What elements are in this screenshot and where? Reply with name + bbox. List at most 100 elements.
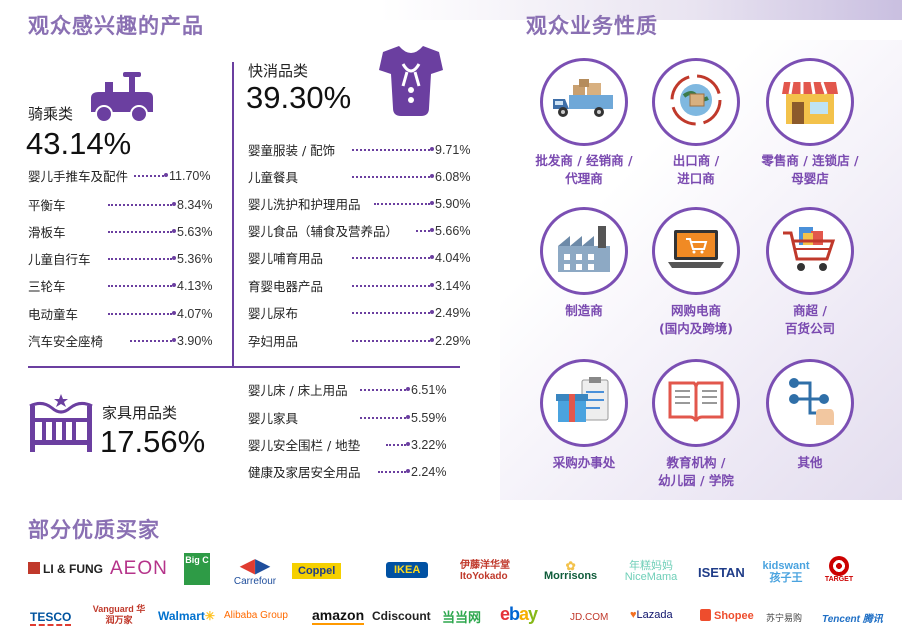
caption-line-1: 其他 (797, 455, 823, 470)
furniture-row-label: 婴儿家具 (248, 411, 299, 426)
logo-amazon: amazon (312, 607, 365, 625)
fmcg-row-value: 9.71% (435, 142, 471, 157)
rides-row: 婴儿手推车及配件 11.70% (28, 166, 210, 185)
baby-onesie-icon (377, 44, 445, 120)
rides-row-value: 5.63% (177, 224, 213, 239)
logo-nicemama: 年糕妈妈 NiceMama (624, 560, 678, 583)
fmcg-row: 育婴电器产品 3.14% (248, 276, 470, 295)
fmcg-row: 婴儿洗护和护理用品 5.90% (248, 194, 470, 213)
logo-jd: JD.COM (570, 612, 609, 623)
logo-ito-yokado: 伊藤洋华堂 ItoYokado (460, 560, 510, 582)
business-item-ecommerce (652, 207, 740, 295)
caption-line-2: 进口商 (677, 171, 715, 186)
logo-kidswant: kidswant 孩子王 (762, 560, 810, 584)
fmcg-category-name: 快消品类 (248, 62, 309, 80)
rides-row: 儿童自行车 5.36% (28, 249, 212, 268)
business-caption: 制造商 (524, 302, 644, 320)
crib-icon (28, 392, 94, 454)
logo-walmart: Walmart✳ (158, 609, 215, 623)
furniture-row: 婴儿安全围栏 / 地垫 3.22% (248, 435, 446, 454)
fmcg-row-label: 婴儿食品（辅食及营养品） (248, 224, 399, 239)
logo-ikea: IKEA (386, 562, 429, 578)
business-section-title: 观众业务性质 (526, 14, 658, 38)
logo-dangdang: 当当网 (442, 610, 482, 625)
rides-row-label: 婴儿手推车及配件 (28, 169, 129, 184)
fmcg-row-value: 4.04% (435, 250, 471, 265)
fmcg-row: 儿童餐具 6.08% (248, 167, 470, 186)
logo-aeon: AEON (110, 558, 168, 579)
furniture-row-value: 6.51% (411, 382, 447, 397)
laptop-cart-icon (666, 226, 726, 276)
background-band-top (380, 0, 902, 20)
globe-box-icon (666, 70, 726, 134)
rides-row-value: 11.70% (169, 168, 211, 183)
business-caption: 教育机构 / 幼儿园 / 学院 (636, 454, 756, 490)
rides-row: 三轮车 4.13% (28, 276, 212, 295)
fmcg-row-value: 2.49% (435, 305, 471, 320)
buyers-section-title: 部分优质买家 (28, 518, 160, 542)
network-hand-icon (782, 373, 838, 433)
rides-row-label: 儿童自行车 (28, 252, 91, 267)
caption-line-1: 制造商 (565, 303, 603, 318)
business-caption: 批发商 / 经销商 / 代理商 (524, 152, 644, 188)
caption-line-2: 代理商 (565, 171, 603, 186)
fmcg-row-value: 3.14% (435, 278, 471, 293)
fmcg-row-label: 婴儿尿布 (248, 306, 299, 321)
caption-line-1: 网购电商 (670, 303, 721, 318)
logo-shopee: Shopee (700, 609, 754, 622)
logo-vanguard: Vanguard 华润万家 (92, 604, 146, 625)
furniture-row-label: 婴儿床 / 床上用品 (248, 383, 348, 398)
logo-coppel: Coppel (292, 563, 342, 579)
caption-line-1: 出口商 / (672, 153, 720, 168)
fmcg-row-label: 婴儿哺育用品 (248, 251, 324, 266)
caption-line-1: 零售商 / 连锁店 / (761, 153, 859, 168)
business-caption: 网购电商 (国内及跨境) (636, 302, 756, 338)
business-caption: 零售商 / 连锁店 / 母婴店 (750, 152, 870, 188)
shopping-cart-icon (781, 223, 839, 279)
caption-line-1: 教育机构 / (666, 455, 726, 470)
rides-row-label: 电动童车 (28, 307, 79, 322)
caption-line-2: 母婴店 (791, 171, 829, 186)
business-item-education (652, 359, 740, 447)
business-caption: 商超 / 百货公司 (750, 302, 870, 338)
business-item-purchasing-office (540, 359, 628, 447)
rides-row-value: 8.34% (177, 197, 213, 212)
fmcg-row: 孕妇用品 2.29% (248, 331, 470, 350)
fmcg-row-label: 孕妇用品 (248, 334, 299, 349)
logo-cdiscount: Cdiscount (372, 609, 431, 623)
products-section-title: 观众感兴趣的产品 (28, 14, 204, 38)
business-caption: 采购办事处 (524, 454, 644, 472)
rides-row-label: 滑板车 (28, 225, 66, 240)
logo-isetan: ISETAN (698, 565, 745, 580)
furniture-row-value: 3.22% (411, 437, 447, 452)
caption-line-1: 采购办事处 (552, 455, 616, 470)
truck-icon (551, 79, 617, 125)
caption-line-1: 批发商 / 经销商 / (535, 153, 633, 168)
logo-alibaba: Alibaba Group (224, 610, 288, 621)
business-item-others (766, 359, 854, 447)
caption-line-2: 幼儿园 / 学院 (658, 473, 734, 488)
logo-ebay: ebay (500, 604, 538, 624)
horizontal-divider (28, 366, 460, 368)
furniture-row-label: 婴儿安全围栏 / 地垫 (248, 438, 361, 453)
logo-tencent: Tencent 腾讯 (822, 614, 883, 625)
furniture-row: 婴儿床 / 床上用品 6.51% (248, 380, 446, 399)
logo-tesco: TESCO (30, 610, 72, 626)
caption-line-1: 商超 / (793, 303, 827, 318)
logo-lazada: ♥Lazada (630, 609, 673, 621)
gift-clipboard-icon (554, 376, 614, 430)
rides-category-name: 骑乘类 (28, 105, 74, 123)
rides-row-value: 3.90% (177, 333, 213, 348)
rides-row-label: 汽车安全座椅 (28, 334, 104, 349)
fmcg-row-value: 5.90% (435, 196, 471, 211)
furniture-row-label: 健康及家居安全用品 (248, 465, 361, 480)
fmcg-row: 婴儿食品（辅食及营养品） 5.66% (248, 221, 470, 240)
rides-row: 电动童车 4.07% (28, 304, 212, 323)
rides-row: 滑板车 5.63% (28, 222, 212, 241)
fmcg-row: 婴童服装 / 配饰 9.71% (248, 140, 470, 159)
rides-row-value: 5.36% (177, 251, 213, 266)
book-icon (666, 379, 726, 427)
rides-row: 平衡车 8.34% (28, 195, 212, 214)
caption-line-2: 百货公司 (784, 321, 835, 336)
factory-icon (554, 224, 614, 278)
